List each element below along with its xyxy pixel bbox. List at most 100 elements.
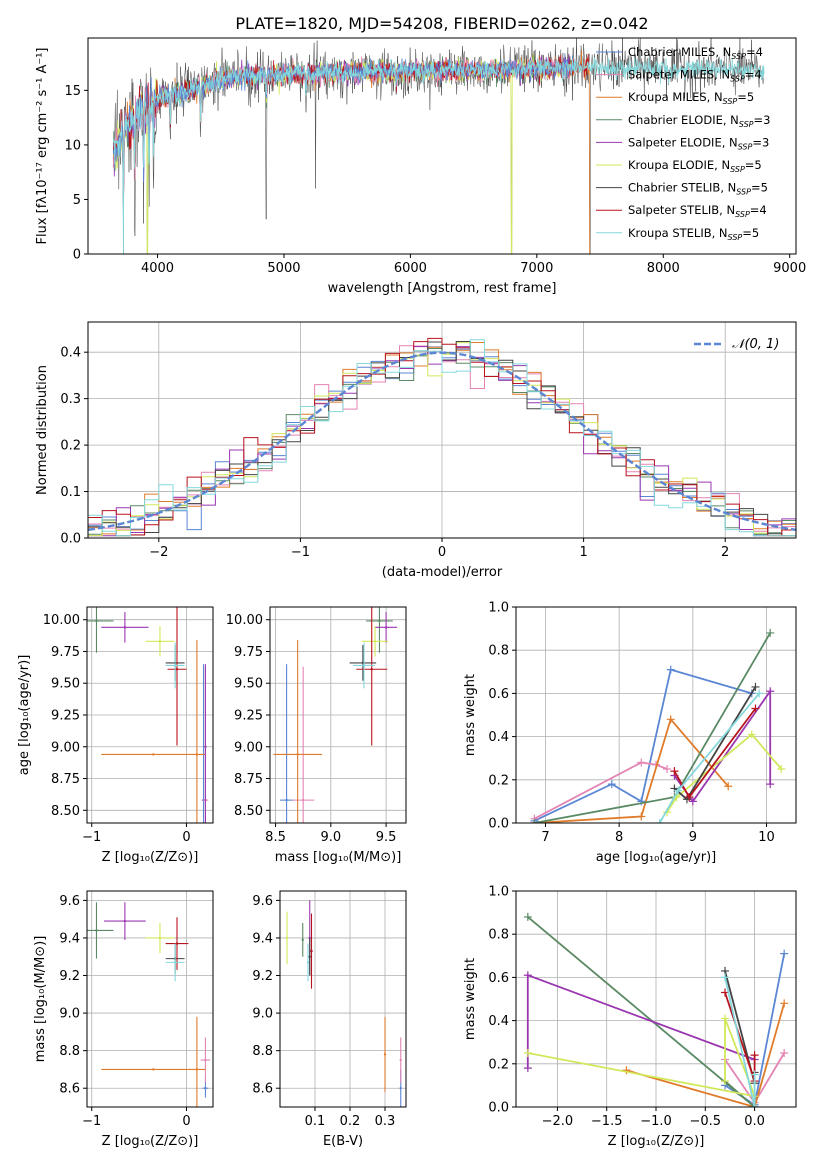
resid-normal-curve (88, 351, 796, 532)
legend-model-name: Salpeter STELIB, N (628, 203, 735, 217)
resid-xtick-label-2: 0 (438, 545, 446, 560)
ageM-xtick-label-1: 9.0 (320, 830, 341, 845)
wAge-xtick-label-2: 9 (689, 830, 697, 845)
wZ-ytick-label-1: 0.2 (488, 1057, 509, 1072)
ageZ-point-3 (195, 753, 199, 756)
massZ-point-9 (173, 961, 177, 964)
resid-ytick-label-3: 0.3 (60, 392, 81, 407)
wAge-marker-0-3 (666, 665, 675, 674)
wZ-marker-5-3 (721, 1077, 730, 1086)
legend-sub: SSP (730, 165, 745, 174)
wAge-marker-1-3 (663, 765, 672, 773)
massZ-axes: −1 0 8.6 8.8 9.0 9.2 9.4 9.6 Z [log₁₀(Z/Z⊙)] mass… (33, 890, 214, 1149)
ageZ-xtick-label-1: 0 (182, 830, 190, 845)
wAge-marker-5-3 (777, 765, 786, 773)
wZ-marker-8-0 (721, 973, 730, 982)
wAge-ytick-label-1: 0.2 (488, 773, 509, 788)
wAge-marker-7-0 (670, 767, 679, 776)
legend-model-name: Chabrier MILES, N (628, 45, 731, 59)
ageZ-point-4 (95, 619, 98, 623)
wAge-ytick-label-0: 0.0 (488, 817, 509, 832)
massE-ytick-label-4: 9.4 (252, 931, 273, 946)
spectrum-legend-entry-0: Chabrier MILES, NSSP=4 (628, 45, 763, 61)
wZ-xlabel: Z [log₁₀(Z/Z⊙)] (608, 1134, 705, 1149)
wZ-marker-5-0 (523, 1049, 532, 1057)
ageZ-axes: −1 0 8.50 8.75 9.00 9.25 9.50 9.75 10.00 Z [log₁₀… (17, 606, 214, 865)
ageZ-ytick-label-1: 8.75 (51, 772, 80, 787)
wAge-ylabel: mass weight (463, 674, 478, 756)
massZ-ytick-label-1: 8.8 (59, 1044, 80, 1059)
legend-sub: SSP (728, 233, 743, 242)
ageZ-point-2 (152, 753, 155, 756)
ageM-ytick-label-2: 9.00 (234, 740, 263, 755)
massZ-xtick-label-0: −1 (82, 1114, 101, 1129)
ageZ-xtick-label-0: −1 (82, 830, 101, 845)
wZ-ytick-label-5: 1.0 (488, 885, 509, 900)
resid-hist-7 (88, 337, 796, 537)
wZ-marker-1-2 (780, 1049, 789, 1057)
wZ-marker-3-0 (523, 912, 532, 921)
ageM-xtick-label-2: 9.5 (376, 830, 397, 845)
spectrum-xtick-label-1: 5000 (267, 261, 300, 276)
ageZ-ytick-label-6: 10.00 (43, 613, 80, 628)
wAge-xtick-label-3: 10 (758, 830, 775, 845)
ageZ-point-10 (173, 664, 177, 667)
wAge-ytick-label-2: 0.4 (488, 730, 509, 745)
massE-ytick-label-1: 8.8 (252, 1044, 273, 1059)
wZ-marker-2-2 (780, 999, 789, 1008)
ageZ-point-9 (175, 668, 179, 671)
spectrum-legend-entry-2: Kroupa MILES, NSSP=5 (628, 90, 754, 106)
massZ-ytick-label-4: 9.4 (59, 931, 80, 946)
resid-axes: −2 −1 0 1 2 0.0 0.1 0.2 0.3 0.4 (data-model)/error… (35, 321, 797, 580)
ageZ-ytick-label-3: 9.25 (51, 709, 80, 724)
legend-nssp: =5 (742, 226, 759, 240)
ageZ-plot-area (87, 607, 209, 823)
wAge-marker-8-2 (755, 689, 764, 698)
wAge-marker-4-1 (688, 797, 697, 806)
massZ-point-2 (152, 1068, 155, 1071)
wZ-series-3 (527, 916, 756, 1107)
spectrum-line-8 (112, 56, 765, 254)
wZ-marker-0-2 (780, 949, 789, 958)
massZ-frame (86, 890, 214, 1108)
ageM-xtick-label-0: 8.5 (265, 830, 286, 845)
legend-model-name: Kroupa ELODIE, N (628, 158, 730, 172)
wAge-marker-0-1 (607, 780, 616, 789)
wZ-marker-8-1 (750, 1103, 759, 1107)
ageZ-xlabel: Z [log₁₀(Z/Z⊙)] (102, 850, 199, 865)
resid-ytick-label-4: 0.4 (60, 346, 81, 361)
wZ-plot-area (523, 912, 789, 1107)
wZ-marker-4-0 (523, 1064, 532, 1073)
massE-point-0 (399, 1087, 402, 1090)
wZ-xtick-label-4: 0.0 (744, 1114, 765, 1129)
wZ-xtick-label-3: −0.5 (690, 1114, 722, 1129)
spectrum-legend-entry-7: Salpeter STELIB, NSSP=4 (628, 203, 767, 219)
wAge-ytick-label-3: 0.6 (488, 687, 509, 702)
wAge-marker-7-2 (751, 704, 760, 713)
legend-nssp: =4 (750, 203, 767, 217)
spectrum-xtick-label-5: 9000 (773, 261, 806, 276)
legend-sub: SSP (739, 120, 754, 129)
spectrum-legend-entry-5: Kroupa ELODIE, NSSP=5 (628, 158, 762, 174)
spectrum-xtick-label-4: 8000 (647, 261, 680, 276)
ageZ-point-7 (158, 640, 162, 643)
massE-ytick-label-0: 8.6 (252, 1082, 273, 1097)
wZ-marker-7-2 (750, 1051, 759, 1060)
ageM-xlabel: mass [log₁₀(M/M⊙)] (275, 850, 402, 865)
massE-frame (279, 890, 407, 1108)
ageM-ytick-label-0: 8.50 (234, 804, 263, 819)
resid-ytick-label-1: 0.1 (60, 485, 81, 500)
massZ-point-1 (204, 1058, 207, 1062)
resid-xtick-label-4: 2 (721, 545, 729, 560)
wZ-axes: −2.0 −1.5 −1.0 −0.5 0.0 0.0 0.2 0.4 0.6 0.8 1.0 Z [… (463, 885, 797, 1149)
massZ-point-3 (195, 1068, 199, 1071)
massZ-point-0 (204, 1087, 207, 1090)
spectrum-xtick-label-2: 6000 (394, 261, 427, 276)
massE-plot-area (285, 900, 402, 1107)
wZ-ytick-label-4: 0.8 (488, 928, 509, 943)
massE-ytick-label-2: 9.0 (252, 1007, 273, 1022)
resid-ytick-label-2: 0.2 (60, 439, 81, 454)
legend-nssp: =5 (745, 158, 762, 172)
massZ-ytick-label-2: 9.0 (59, 1007, 80, 1022)
